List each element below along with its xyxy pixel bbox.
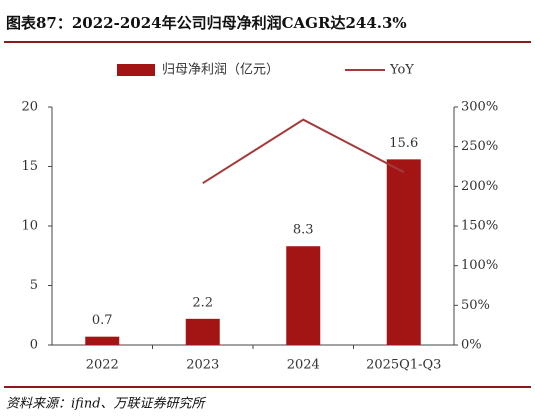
x-tick-label: 2022 [86, 358, 119, 373]
y2-tick-label: 50% [461, 298, 490, 313]
bar [85, 336, 120, 345]
y2-tick-label: 300% [461, 100, 498, 115]
value-label: 0.7 [92, 313, 113, 328]
value-label: 15.6 [389, 136, 418, 151]
y2-tick-label: 250% [461, 139, 498, 154]
chart-title: 图表87：2022-2024年公司归母净利润CAGR达244.3% [6, 14, 407, 32]
source: 资料来源：ifind、万联证券研究所 [6, 396, 207, 412]
legend-label: YoY [389, 63, 414, 78]
y-tick-label: 15 [21, 159, 38, 174]
x-tick-label: 2023 [186, 358, 219, 373]
legend-label: 归母净利润（亿元） [162, 63, 279, 78]
bar [386, 159, 421, 345]
y-tick-label: 20 [21, 100, 38, 115]
value-label: 2.2 [192, 295, 213, 310]
y2-tick-label: 150% [461, 219, 498, 234]
bar [185, 318, 220, 345]
y2-tick-label: 200% [461, 179, 498, 194]
line [202, 118, 405, 185]
value-label: 8.3 [293, 223, 314, 238]
x-tick-label: 2024 [287, 358, 320, 373]
legend-swatch [117, 64, 155, 76]
y2-tick-label: 0% [461, 338, 482, 353]
bar [286, 246, 321, 345]
x-tick-label: 2025Q1-Q3 [366, 358, 441, 373]
y2-tick-label: 100% [461, 258, 498, 273]
y-tick-label: 5 [30, 278, 38, 293]
y-tick-label: 10 [21, 219, 38, 234]
y-tick-label: 0 [30, 338, 38, 353]
